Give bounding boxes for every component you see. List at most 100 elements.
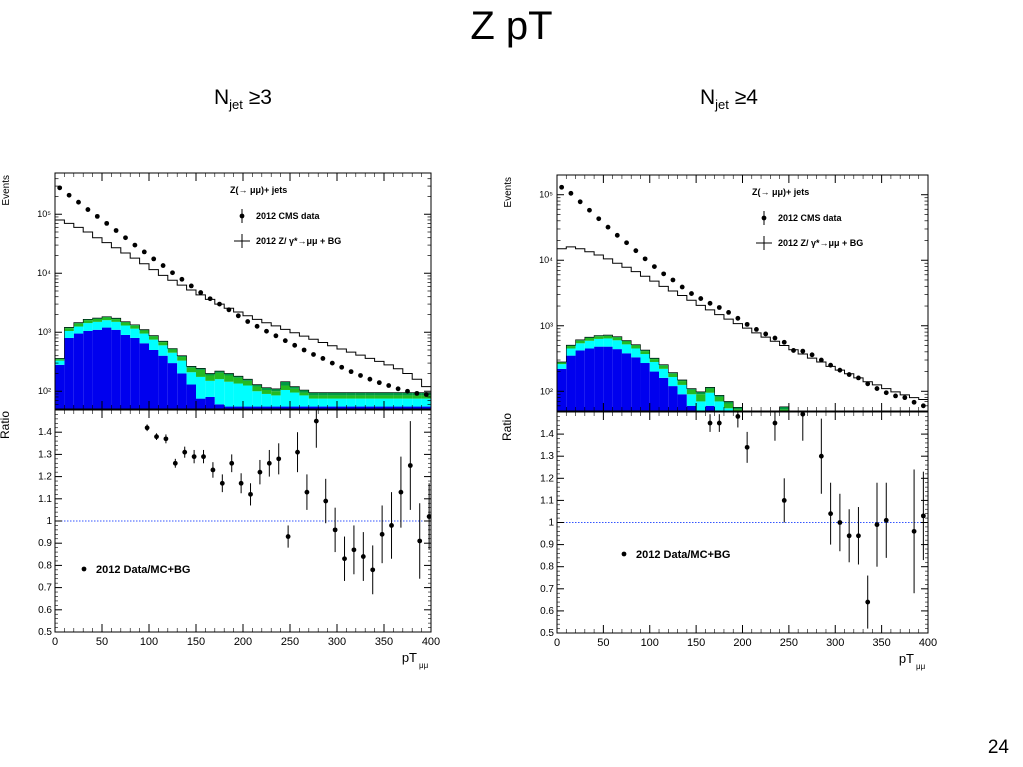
p1-bar-diboson-3 [83,319,93,321]
p2-bar-qcd-7 [621,353,632,411]
p1-bar-ttbar-2 [73,326,84,334]
p2-bar-ttbar-0 [557,364,567,369]
p1-bar-qcd-17 [214,404,225,409]
p2-ratio-point-11 [856,533,861,539]
p1-ratio-ytick-label-0: 0.5 [38,627,52,638]
p1-xlabel: pT [402,650,417,665]
p1-bar-diboson-13 [177,355,187,358]
p2-ratio-ytick-label-3: 0.8 [540,562,554,573]
p1-bar-ttbar-31 [346,398,356,407]
p2-data-point-24 [781,339,787,345]
p1-ytick-label-0: 10² [38,386,51,396]
p1-ratio-point-15 [285,534,291,539]
p1-data-point-34 [376,380,382,386]
p2-xtick-label-7: 350 [872,637,890,649]
p2-bar-ww-17 [714,396,724,402]
panel-title-left-base: N [214,86,230,109]
p2-ratio-point-6 [800,411,806,417]
p1-bar-ww-0 [55,359,65,361]
p2-ratio-legend-marker [621,551,627,557]
p1-ratio-point-6 [201,454,206,460]
p1-bar-qcd-16 [205,396,215,409]
p1-bar-qcd-35 [384,406,394,409]
p1-data-point-20 [245,319,251,324]
p2-bar-diboson-9 [640,350,650,352]
p2-ratio-point-5 [781,498,787,503]
p1-data-point-10 [151,256,157,262]
p1-data-point-9 [141,249,147,255]
p2-ratio-point-8 [828,511,834,517]
p2-bar-ww-16 [705,388,715,393]
p1-bar-ww-23 [271,391,281,396]
p2-ytick-label-0: 10² [540,386,553,396]
p2-data-point-11 [661,271,667,277]
p1-data-point-29 [329,360,335,366]
p1-bar-qcd-21 [252,406,262,409]
p1-ratio-point-30 [426,514,432,519]
p1-data-point-2 [76,199,81,205]
p2-data-point-13 [679,284,685,290]
p1-bar-qcd-34 [374,406,384,409]
p1-ratio-point-29 [417,538,423,544]
p2-bar-ttbar-16 [705,392,715,406]
p1-bar-diboson-21 [252,384,262,387]
p1-xtick-label-3: 150 [187,636,205,648]
p2-panel: 10² 10³ 10⁴ 10⁵ Events Z(→ μμ)+ jets 2012 CMS … [500,174,937,671]
p1-data-point-36 [395,386,401,392]
p1-bar-ttbar-36 [393,398,403,407]
p2-data-point-4 [596,216,602,222]
p2-bar-qcd-10 [649,371,660,411]
p2-bar-ww-6 [612,337,622,341]
p1-bar-qcd-19 [233,406,243,409]
p1-bar-ww-6 [111,319,121,322]
p1-bar-ttbar-35 [384,398,394,407]
p1-bar-qcd-39 [421,406,431,409]
p1-bar-diboson-24 [280,381,290,386]
p1-bar-ttbar-15 [196,376,206,399]
p1-xtick-label-1: 50 [96,636,108,648]
p2-bar-ww-2 [575,340,585,344]
slide-title: Z pT [470,4,553,48]
p2-data-point-3 [587,207,592,213]
p2-ratio-ylabel: Ratio [500,413,514,441]
p1-data-point-30 [339,364,345,370]
p1-bar-ttbar-16 [205,380,215,397]
p2-bar-qcd-14 [686,405,697,411]
p1-bar-qcd-2 [73,333,84,409]
p2-ytick-label-2: 10⁴ [539,255,553,265]
p1-bar-diboson-33 [365,392,375,396]
p1-bar-ttbar-18 [224,381,234,407]
p2-bar-ttbar-1 [566,348,576,356]
p2-ratio-point-16 [920,513,926,519]
p1-ratio-ytick-label-3: 0.8 [38,560,52,571]
p1-bar-ww-19 [233,377,243,384]
p1-bar-qcd-0 [55,364,65,409]
p2-legend-data-label: 2012 CMS data [778,213,843,223]
p2-bar-diboson-16 [705,387,715,389]
p1-bar-diboson-18 [224,373,234,376]
p1-bar-ttbar-33 [365,398,375,407]
p1-bar-qcd-28 [318,406,328,409]
p2-data-point-7 [624,240,629,246]
p1-bar-ww-32 [355,395,366,399]
p1-ratio-point-0 [144,425,150,431]
p1-bar-ttbar-37 [402,398,413,407]
p1-bar-ttbar-13 [177,360,187,374]
p1-bar-diboson-35 [384,392,394,396]
p1-bar-diboson-22 [261,387,272,390]
p2-bar-ww-14 [686,389,697,395]
p1-bar-ww-34 [374,395,384,399]
p1-ratio-ytick-label-9: 1.4 [38,427,52,438]
p2-data-point-17 [716,305,722,310]
p1-bar-qcd-23 [271,406,281,409]
p2-data-point-34 [874,386,880,391]
p2-bar-diboson-8 [631,344,641,346]
p1-bar-ttbar-8 [130,328,140,338]
p1-data-point-38 [414,390,420,396]
p1-bar-diboson-0 [55,358,65,360]
p1-bar-qcd-13 [177,373,187,409]
p2-xtick-label-5: 250 [780,637,798,649]
p2-bar-diboson-14 [686,388,697,390]
p1-ytick-label-2: 10⁴ [37,268,51,278]
p2-ratio-point-14 [883,517,889,523]
